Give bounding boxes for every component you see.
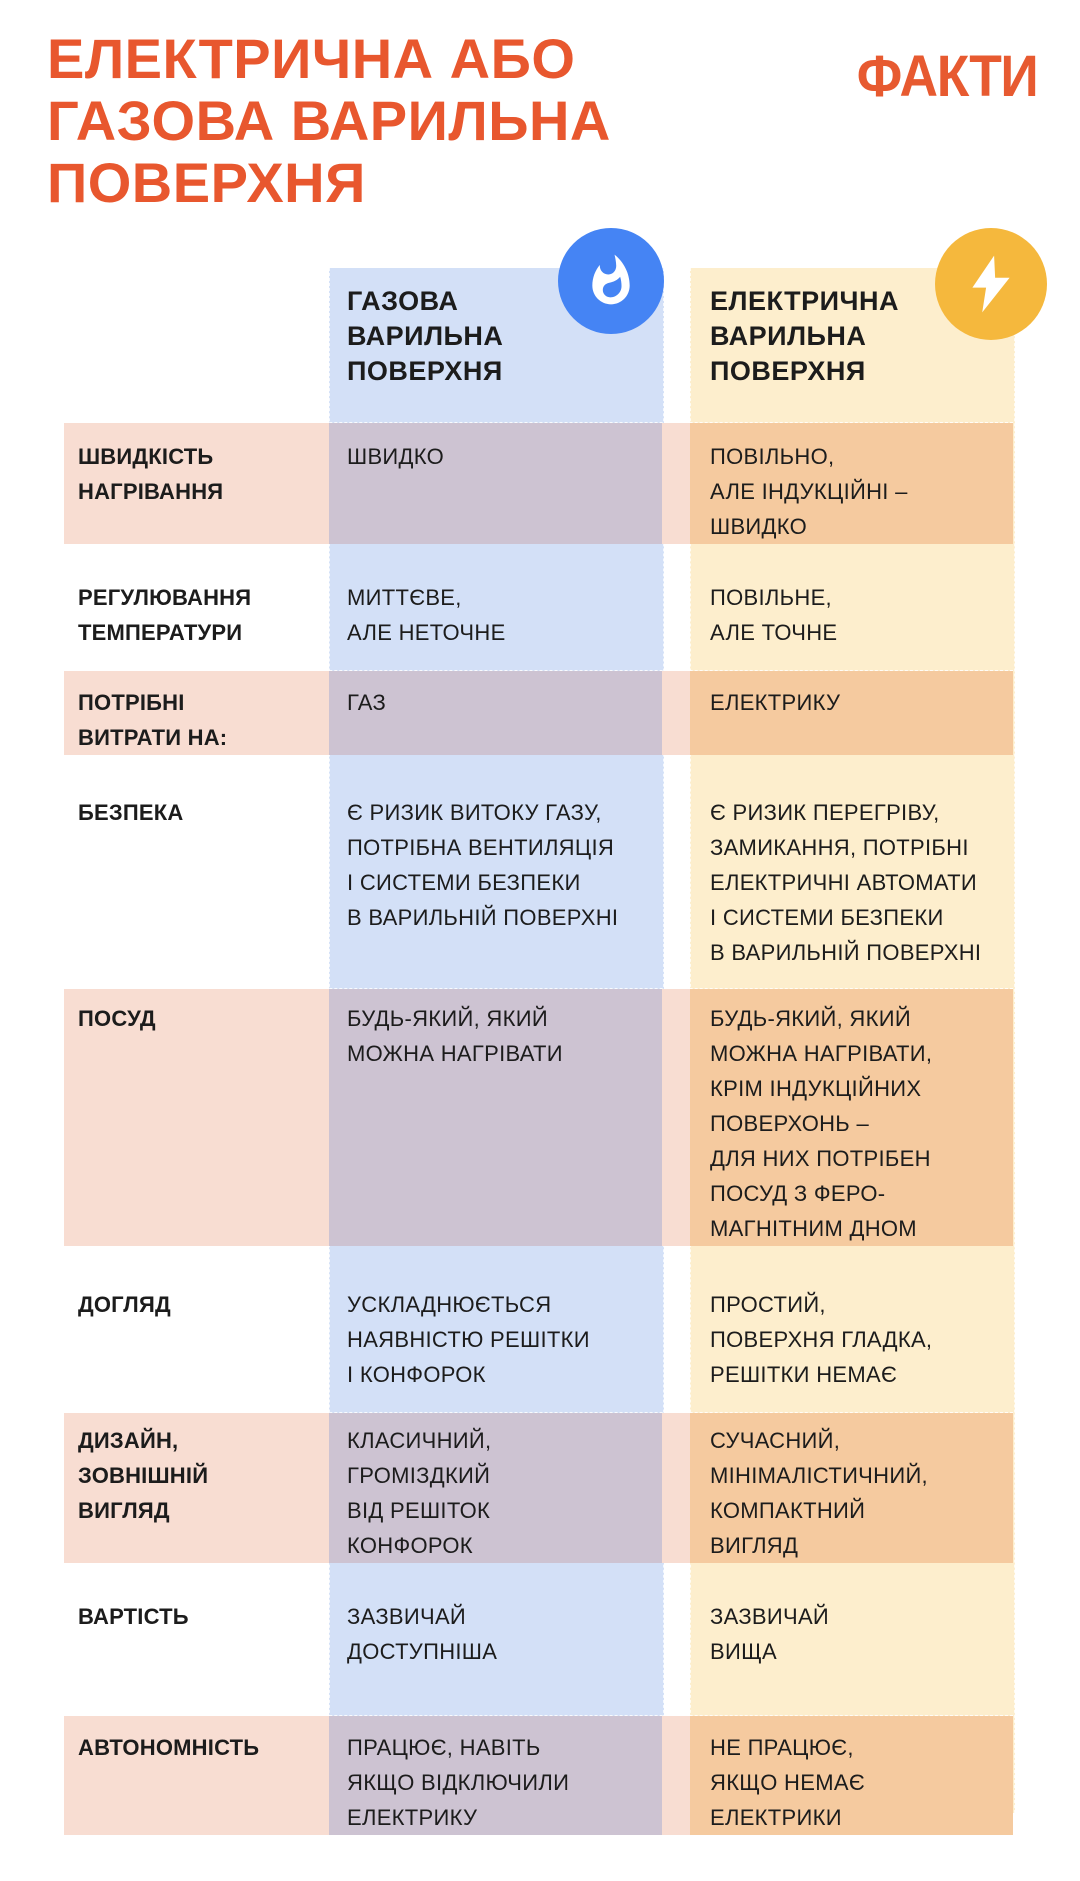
table-row: РЕГУЛЮВАННЯ ТЕМПЕРАТУРИ МИТТЄВЕ, АЛЕ НЕТ… bbox=[64, 544, 1013, 670]
electric-value: ПОВІЛЬНО, АЛЕ ІНДУКЦІЙНІ – ШВИДКО bbox=[710, 444, 908, 539]
row-label: ШВИДКІСТЬ НАГРІВАННЯ bbox=[78, 444, 224, 504]
electric-value: Є РИЗИК ПЕРЕГРІВУ, ЗАМИКАННЯ, ПОТРІБНІ Е… bbox=[710, 800, 982, 965]
table-row: ШВИДКІСТЬ НАГРІВАННЯ ШВИДКО ПОВІЛЬНО, АЛ… bbox=[64, 422, 1013, 544]
page-title: ЕЛЕКТРИЧНА АБО ГАЗОВА ВАРИЛЬНА ПОВЕРХНЯ bbox=[47, 27, 611, 214]
column-gap bbox=[662, 1563, 690, 1715]
gas-value-cell: ЗАЗВИЧАЙ ДОСТУПНІША bbox=[329, 1563, 662, 1715]
column-gap bbox=[662, 755, 690, 988]
row-label: ВАРТІСТЬ bbox=[78, 1604, 189, 1629]
column-gap bbox=[662, 1245, 690, 1412]
row-label: ДИЗАЙН, ЗОВНІШНІЙ ВИГЛЯД bbox=[78, 1428, 209, 1523]
electric-value-cell: ПОВІЛЬНО, АЛЕ ІНДУКЦІЙНІ – ШВИДКО bbox=[690, 423, 1013, 544]
gas-value-cell: МИТТЄВЕ, АЛЕ НЕТОЧНЕ bbox=[329, 544, 662, 670]
fakty-logo: ФАКТИ bbox=[856, 44, 1038, 109]
row-label-cell: ДИЗАЙН, ЗОВНІШНІЙ ВИГЛЯД bbox=[64, 1413, 329, 1563]
gas-value: МИТТЄВЕ, АЛЕ НЕТОЧНЕ bbox=[347, 585, 506, 645]
row-label-cell: ДОГЛЯД bbox=[64, 1245, 329, 1412]
header-empty-cell bbox=[64, 268, 329, 422]
row-label-cell: РЕГУЛЮВАННЯ ТЕМПЕРАТУРИ bbox=[64, 544, 329, 670]
lightning-icon bbox=[935, 228, 1047, 340]
column-gap bbox=[662, 1716, 690, 1835]
row-label-cell: ПОТРІБНІ ВИТРАТИ НА: bbox=[64, 671, 329, 755]
row-label: БЕЗПЕКА bbox=[78, 800, 184, 825]
electric-value: ПРОСТИЙ, ПОВЕРХНЯ ГЛАДКА, РЕШІТКИ НЕМАЄ bbox=[710, 1292, 933, 1387]
gas-value: Є РИЗИК ВИТОКУ ГАЗУ, ПОТРІБНА ВЕНТИЛЯЦІЯ… bbox=[347, 800, 619, 930]
gas-value-cell: КЛАСИЧНИЙ, ГРОМІЗДКИЙ ВІД РЕШІТОК КОНФОР… bbox=[329, 1413, 662, 1563]
column-gap bbox=[662, 1413, 690, 1563]
gas-value-cell: ПРАЦЮЄ, НАВІТЬ ЯКЩО ВІДКЛЮЧИЛИ ЕЛЕКТРИКУ bbox=[329, 1716, 662, 1835]
electric-value: НЕ ПРАЦЮЄ, ЯКЩО НЕМАЄ ЕЛЕКТРИКИ bbox=[710, 1735, 865, 1830]
comparison-table: ГАЗОВА ВАРИЛЬНА ПОВЕРХНЯ ЕЛЕКТРИЧНА ВАРИ… bbox=[0, 228, 1080, 1835]
gas-value-cell: ГАЗ bbox=[329, 671, 662, 755]
row-label: РЕГУЛЮВАННЯ ТЕМПЕРАТУРИ bbox=[78, 585, 252, 645]
gas-value: КЛАСИЧНИЙ, ГРОМІЗДКИЙ ВІД РЕШІТОК КОНФОР… bbox=[347, 1428, 492, 1558]
gas-value: УСКЛАДНЮЄТЬСЯ НАЯВНІСТЮ РЕШІТКИ І КОНФОР… bbox=[347, 1292, 590, 1387]
table-row: ДОГЛЯД УСКЛАДНЮЄТЬСЯ НАЯВНІСТЮ РЕШІТКИ І… bbox=[64, 1245, 1013, 1412]
flame-icon bbox=[558, 228, 664, 334]
table-row: ВАРТІСТЬ ЗАЗВИЧАЙ ДОСТУПНІША ЗАЗВИЧАЙ ВИ… bbox=[64, 1563, 1013, 1715]
electric-value: СУЧАСНИЙ, МІНІМАЛІСТИЧНИЙ, КОМПАКТНИЙ ВИ… bbox=[710, 1428, 928, 1558]
electric-value: ПОВІЛЬНЕ, АЛЕ ТОЧНЕ bbox=[710, 585, 838, 645]
table-row: АВТОНОМНІСТЬ ПРАЦЮЄ, НАВІТЬ ЯКЩО ВІДКЛЮЧ… bbox=[64, 1715, 1013, 1835]
row-label: АВТОНОМНІСТЬ bbox=[78, 1735, 260, 1760]
column-gap bbox=[662, 544, 690, 670]
gas-value-cell: ШВИДКО bbox=[329, 423, 662, 544]
gas-value: ПРАЦЮЄ, НАВІТЬ ЯКЩО ВІДКЛЮЧИЛИ ЕЛЕКТРИКУ bbox=[347, 1735, 570, 1830]
gas-value: ЗАЗВИЧАЙ ДОСТУПНІША bbox=[347, 1604, 498, 1664]
gas-value: БУДЬ-ЯКИЙ, ЯКИЙ МОЖНА НАГРІВАТИ bbox=[347, 1006, 563, 1066]
row-label: ДОГЛЯД bbox=[78, 1292, 171, 1317]
gas-value-cell: БУДЬ-ЯКИЙ, ЯКИЙ МОЖНА НАГРІВАТИ bbox=[329, 989, 662, 1246]
electric-value: ЗАЗВИЧАЙ ВИЩА bbox=[710, 1604, 830, 1664]
gas-value: ГАЗ bbox=[347, 690, 387, 715]
gas-value-cell: УСКЛАДНЮЄТЬСЯ НАЯВНІСТЮ РЕШІТКИ І КОНФОР… bbox=[329, 1245, 662, 1412]
row-label-cell: ПОСУД bbox=[64, 989, 329, 1246]
electric-value: ЕЛЕКТРИКУ bbox=[710, 690, 841, 715]
gas-value-cell: Є РИЗИК ВИТОКУ ГАЗУ, ПОТРІБНА ВЕНТИЛЯЦІЯ… bbox=[329, 755, 662, 988]
electric-column-header: ЕЛЕКТРИЧНА ВАРИЛЬНА ПОВЕРХНЯ bbox=[690, 268, 1013, 422]
gas-column-header: ГАЗОВА ВАРИЛЬНА ПОВЕРХНЯ bbox=[329, 268, 662, 422]
column-gap bbox=[662, 671, 690, 755]
electric-value-cell: ЗАЗВИЧАЙ ВИЩА bbox=[690, 1563, 1013, 1715]
table-header-row: ГАЗОВА ВАРИЛЬНА ПОВЕРХНЯ ЕЛЕКТРИЧНА ВАРИ… bbox=[64, 268, 1013, 422]
electric-value: БУДЬ-ЯКИЙ, ЯКИЙ МОЖНА НАГРІВАТИ, КРІМ ІН… bbox=[710, 1006, 933, 1241]
electric-value-cell: ЕЛЕКТРИКУ bbox=[690, 671, 1013, 755]
row-label: ПОСУД bbox=[78, 1006, 156, 1031]
gas-column-title: ГАЗОВА ВАРИЛЬНА ПОВЕРХНЯ bbox=[347, 286, 504, 386]
row-label-cell: БЕЗПЕКА bbox=[64, 755, 329, 988]
row-label-cell: ВАРТІСТЬ bbox=[64, 1563, 329, 1715]
table-row: БЕЗПЕКА Є РИЗИК ВИТОКУ ГАЗУ, ПОТРІБНА ВЕ… bbox=[64, 755, 1013, 988]
electric-value-cell: ПОВІЛЬНЕ, АЛЕ ТОЧНЕ bbox=[690, 544, 1013, 670]
electric-value-cell: НЕ ПРАЦЮЄ, ЯКЩО НЕМАЄ ЕЛЕКТРИКИ bbox=[690, 1716, 1013, 1835]
electric-value-cell: Є РИЗИК ПЕРЕГРІВУ, ЗАМИКАННЯ, ПОТРІБНІ Е… bbox=[690, 755, 1013, 988]
gas-value: ШВИДКО bbox=[347, 444, 445, 469]
electric-value-cell: ПРОСТИЙ, ПОВЕРХНЯ ГЛАДКА, РЕШІТКИ НЕМАЄ bbox=[690, 1245, 1013, 1412]
table-row: ПОСУД БУДЬ-ЯКИЙ, ЯКИЙ МОЖНА НАГРІВАТИ БУ… bbox=[64, 988, 1013, 1246]
column-gap bbox=[662, 268, 690, 422]
electric-value-cell: БУДЬ-ЯКИЙ, ЯКИЙ МОЖНА НАГРІВАТИ, КРІМ ІН… bbox=[690, 989, 1013, 1246]
row-label-cell: АВТОНОМНІСТЬ bbox=[64, 1716, 329, 1835]
table-row: ПОТРІБНІ ВИТРАТИ НА: ГАЗ ЕЛЕКТРИКУ bbox=[64, 670, 1013, 755]
electric-column-title: ЕЛЕКТРИЧНА ВАРИЛЬНА ПОВЕРХНЯ bbox=[710, 286, 899, 386]
column-gap bbox=[662, 989, 690, 1246]
electric-value-cell: СУЧАСНИЙ, МІНІМАЛІСТИЧНИЙ, КОМПАКТНИЙ ВИ… bbox=[690, 1413, 1013, 1563]
table-row: ДИЗАЙН, ЗОВНІШНІЙ ВИГЛЯД КЛАСИЧНИЙ, ГРОМ… bbox=[64, 1412, 1013, 1563]
column-gap bbox=[662, 423, 690, 544]
row-label: ПОТРІБНІ ВИТРАТИ НА: bbox=[78, 690, 228, 750]
row-label-cell: ШВИДКІСТЬ НАГРІВАННЯ bbox=[64, 423, 329, 544]
